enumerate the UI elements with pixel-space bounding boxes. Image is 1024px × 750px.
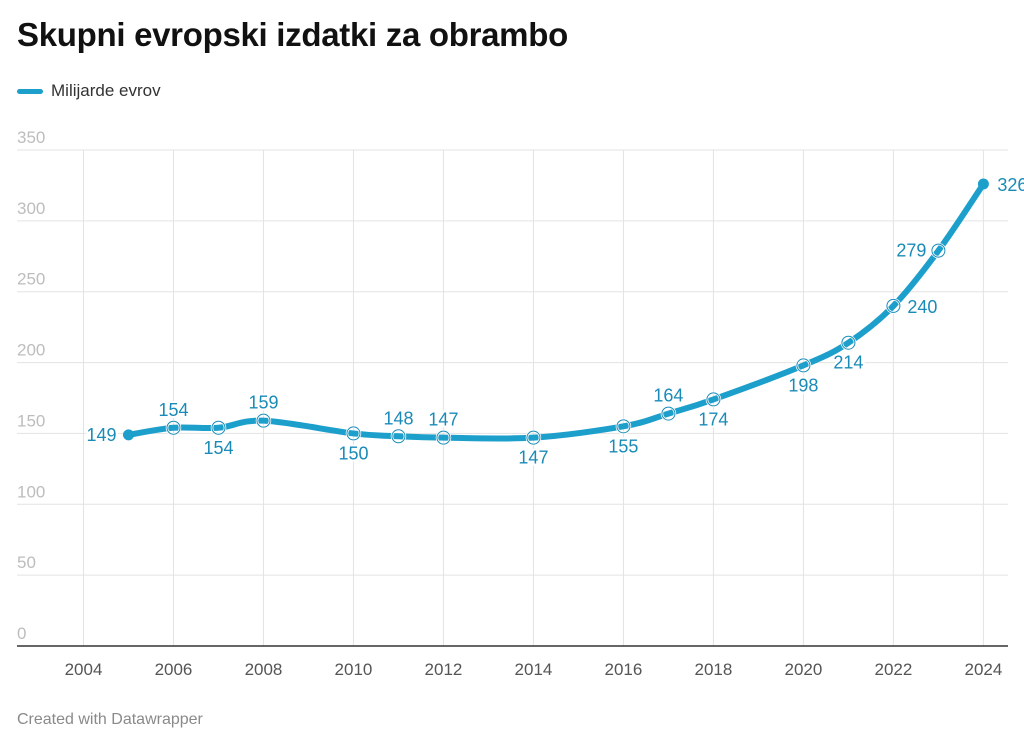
data-point — [256, 413, 271, 428]
legend-swatch — [17, 88, 43, 94]
y-tick-label: 350 — [17, 128, 45, 147]
legend: Milijarde evrov — [17, 80, 161, 102]
data-label: 326 — [997, 175, 1024, 195]
x-tick-label: 2014 — [515, 660, 553, 679]
x-tick-label: 2020 — [785, 660, 823, 679]
data-label: 150 — [338, 443, 368, 463]
data-label: 174 — [698, 409, 728, 429]
chart-title: Skupni evropski izdatki za obrambo — [17, 16, 568, 53]
data-label: 148 — [383, 408, 413, 428]
series-line — [125, 181, 987, 442]
data-label: 149 — [86, 425, 116, 445]
data-label: 155 — [608, 436, 638, 456]
x-tick-label: 2010 — [335, 660, 373, 679]
y-tick-label: 250 — [17, 270, 45, 289]
x-tick-label: 2016 — [605, 660, 643, 679]
data-point — [391, 429, 406, 444]
x-tick-label: 2006 — [155, 660, 193, 679]
data-label: 279 — [896, 241, 926, 261]
data-label: 164 — [653, 386, 683, 406]
data-point — [526, 430, 541, 445]
data-label: 198 — [788, 375, 818, 395]
y-tick-label: 150 — [17, 411, 45, 430]
line-chart: 0 50 100 150 200 250 300 350 2004 2006 2008 2010 201… — [17, 128, 1024, 679]
y-tick-label: 300 — [17, 199, 45, 218]
data-point — [841, 335, 856, 350]
data-point — [122, 429, 134, 441]
data-label: 240 — [907, 297, 937, 317]
legend-label: Milijarde evrov — [51, 81, 161, 100]
y-tick-label: 200 — [17, 341, 45, 360]
data-point — [346, 426, 361, 441]
data-point — [977, 178, 989, 190]
data-label: 159 — [248, 393, 278, 413]
data-point — [796, 358, 811, 373]
y-tick-label: 0 — [17, 624, 26, 643]
x-tick-label: 2022 — [874, 660, 912, 679]
x-tick-label: 2008 — [245, 660, 283, 679]
data-point — [886, 298, 901, 313]
data-point — [616, 419, 631, 434]
y-tick-label: 100 — [17, 482, 45, 501]
footer-credit: Created with Datawrapper — [17, 711, 203, 728]
data-label: 147 — [428, 410, 458, 430]
x-tick-label: 2018 — [695, 660, 733, 679]
data-point — [211, 420, 226, 435]
data-label: 214 — [833, 353, 863, 373]
data-point — [706, 392, 721, 407]
data-point — [166, 420, 181, 435]
data-point — [436, 430, 451, 445]
x-tick-label: 2012 — [425, 660, 463, 679]
data-point — [661, 406, 676, 421]
data-point — [931, 243, 946, 258]
data-label: 147 — [518, 448, 548, 468]
data-label: 154 — [203, 438, 233, 458]
x-tick-label: 2004 — [65, 660, 103, 679]
data-label: 154 — [158, 400, 188, 420]
y-tick-label: 50 — [17, 553, 36, 572]
x-tick-label: 2024 — [964, 660, 1002, 679]
